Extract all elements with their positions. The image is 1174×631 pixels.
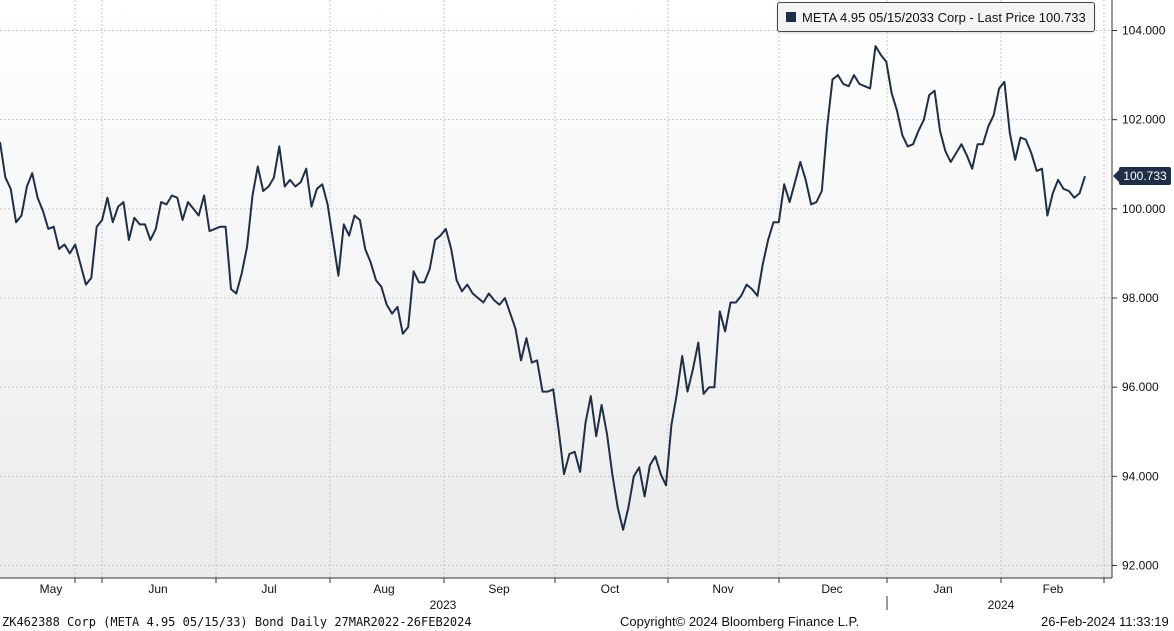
y-tick-label: 104.000 <box>1122 24 1166 38</box>
last-price-value: 100.733 <box>1123 169 1167 183</box>
y-tick-label: 92.000 <box>1122 559 1159 573</box>
price-chart: 92.000 94.000 96.000 98.000 100.000 102.000 10… <box>0 0 1166 613</box>
x-month-label: Jun <box>148 582 167 596</box>
y-tick-label: 96.000 <box>1122 380 1159 394</box>
footer-copyright: Copyright© 2024 Bloomberg Finance L.P. <box>620 614 860 629</box>
legend: META 4.95 05/15/2033 Corp - Last Price 1… <box>777 2 1095 32</box>
footer-timestamp: 26-Feb-2024 11:33:19 <box>1041 614 1169 629</box>
axis-labels: 92.000 94.000 96.000 98.000 100.000 102.000 10… <box>40 24 1166 613</box>
x-year-label: 2024 <box>988 598 1015 612</box>
plot-background <box>0 0 1112 578</box>
footer: ZK462388 Corp (META 4.95 05/15/33) Bond … <box>0 612 1174 631</box>
series-layer <box>0 45 1086 531</box>
x-month-label: Oct <box>601 582 620 596</box>
y-tick-label: 98.000 <box>1122 291 1159 305</box>
x-month-label: Feb <box>1043 582 1064 596</box>
last-price-badge: 100.733 <box>1113 167 1171 185</box>
x-month-label: Aug <box>373 582 394 596</box>
y-tick-label: 102.000 <box>1122 113 1166 127</box>
series-line-meta-last-price <box>0 45 1086 531</box>
x-month-label: Nov <box>712 582 733 596</box>
y-tick-label: 94.000 <box>1122 469 1159 483</box>
x-month-label: Dec <box>821 582 842 596</box>
legend-label: META 4.95 05/15/2033 Corp - Last Price 1… <box>802 9 1086 25</box>
footer-security-info: ZK462388 Corp (META 4.95 05/15/33) Bond … <box>2 615 472 629</box>
x-year-label: 2023 <box>430 598 457 612</box>
y-tick-label: 100.000 <box>1122 202 1166 216</box>
axes <box>0 0 1117 610</box>
x-month-label: Jul <box>261 582 276 596</box>
grid-lines <box>0 0 1112 578</box>
x-month-label: Jan <box>933 582 952 596</box>
x-month-label: May <box>40 582 63 596</box>
legend-swatch <box>786 12 796 22</box>
x-month-label: Sep <box>488 582 510 596</box>
